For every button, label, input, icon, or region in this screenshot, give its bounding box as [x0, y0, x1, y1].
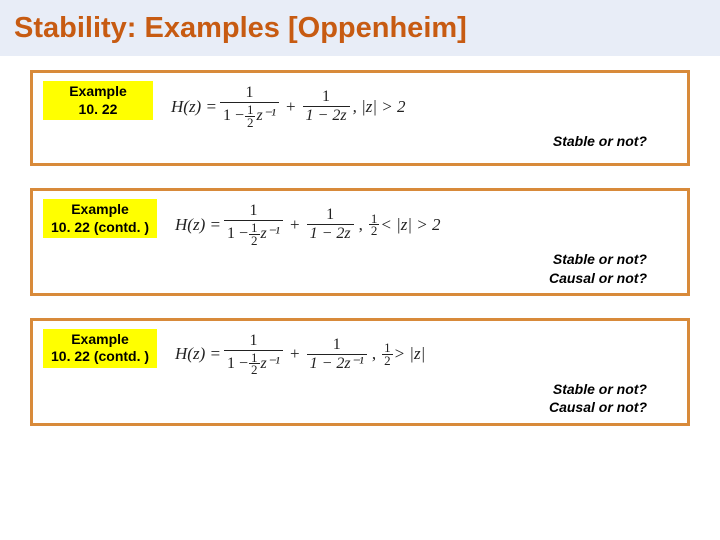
content-area: Example 10. 22 H(z) = 1 1 − 1 2 z⁻¹ +: [0, 56, 720, 426]
roc: , |z| > 2: [353, 97, 406, 117]
small-den: 2: [382, 354, 393, 367]
plus-sign: +: [286, 97, 296, 117]
title-bar: Stability: Examples [Oppenheim]: [0, 0, 720, 56]
example-row: Example 10. 22 (contd. ) H(z) = 1 1 − 1 …: [43, 199, 677, 246]
denominator: 1 − 1 2 z⁻¹: [224, 220, 283, 246]
example-box-3: Example 10. 22 (contd. ) H(z) = 1 1 − 1 …: [30, 318, 690, 426]
den-prefix: 1 −: [227, 356, 248, 372]
denominator: 1 − 1 2 z⁻¹: [224, 350, 283, 376]
small-den: 2: [369, 224, 380, 237]
fraction-term1: 1 1 − 1 2 z⁻¹: [224, 203, 283, 246]
small-fraction: 1 2: [245, 104, 256, 128]
formula-lhs: H(z) =: [175, 215, 221, 235]
roc-fraction: 1 2: [382, 342, 393, 366]
plus-sign: +: [290, 344, 300, 364]
roc-prefix: ,: [359, 215, 363, 235]
small-den: 2: [249, 363, 260, 376]
small-num: 1: [249, 222, 260, 234]
roc-suffix: > |z|: [394, 344, 426, 364]
example-label: Example 10. 22 (contd. ): [43, 329, 157, 368]
example-box-1: Example 10. 22 H(z) = 1 1 − 1 2 z⁻¹ +: [30, 70, 690, 166]
plus-sign: +: [290, 215, 300, 235]
small-fraction: 1 2: [249, 352, 260, 376]
formula-1: H(z) = 1 1 − 1 2 z⁻¹ + 1 1 − 2z: [171, 85, 406, 128]
fraction-term2: 1 1 − 2z: [307, 207, 354, 242]
numerator: 1: [242, 85, 256, 102]
example-label: Example 10. 22: [43, 81, 153, 120]
question-text: Stable or not? Causal or not?: [43, 376, 677, 416]
numerator: 1: [246, 333, 260, 350]
question-text: Stable or not? Causal or not?: [43, 246, 677, 286]
numerator: 1: [246, 203, 260, 220]
numerator: 1: [330, 337, 344, 354]
formula-lhs: H(z) =: [175, 344, 221, 364]
small-num: 1: [245, 104, 256, 116]
fraction-term1: 1 1 − 1 2 z⁻¹: [224, 333, 283, 376]
example-row: Example 10. 22 H(z) = 1 1 − 1 2 z⁻¹ +: [43, 81, 677, 128]
denominator: 1 − 2z: [307, 224, 354, 242]
formula-lhs: H(z) =: [171, 97, 217, 117]
formula-2: H(z) = 1 1 − 1 2 z⁻¹ + 1 1 − 2z: [175, 203, 440, 246]
page-title: Stability: Examples [Oppenheim]: [14, 12, 467, 45]
denominator: 1 − 2z: [303, 106, 350, 124]
example-row: Example 10. 22 (contd. ) H(z) = 1 1 − 1 …: [43, 329, 677, 376]
roc-suffix: < |z| > 2: [380, 215, 440, 235]
den-prefix: 1 −: [223, 108, 244, 124]
formula-3: H(z) = 1 1 − 1 2 z⁻¹ + 1 1 − 2z⁻¹: [175, 333, 425, 376]
small-den: 2: [249, 234, 260, 247]
small-den: 2: [245, 116, 256, 129]
roc-fraction: 1 2: [369, 213, 380, 237]
z-power: z⁻¹: [256, 108, 275, 124]
example-label: Example 10. 22 (contd. ): [43, 199, 157, 238]
den-prefix: 1 −: [227, 226, 248, 242]
fraction-term2: 1 1 − 2z⁻¹: [307, 337, 367, 372]
fraction-term2: 1 1 − 2z: [303, 89, 350, 124]
example-box-2: Example 10. 22 (contd. ) H(z) = 1 1 − 1 …: [30, 188, 690, 296]
numerator: 1: [323, 207, 337, 224]
z-power: z⁻¹: [261, 356, 280, 372]
fraction-term1: 1 1 − 1 2 z⁻¹: [220, 85, 279, 128]
denominator: 1 − 2z⁻¹: [307, 354, 367, 372]
small-fraction: 1 2: [249, 222, 260, 246]
numerator: 1: [319, 89, 333, 106]
question-text: Stable or not?: [43, 128, 677, 150]
z-power: z⁻¹: [261, 226, 280, 242]
roc-prefix: ,: [372, 344, 376, 364]
denominator: 1 − 1 2 z⁻¹: [220, 102, 279, 128]
